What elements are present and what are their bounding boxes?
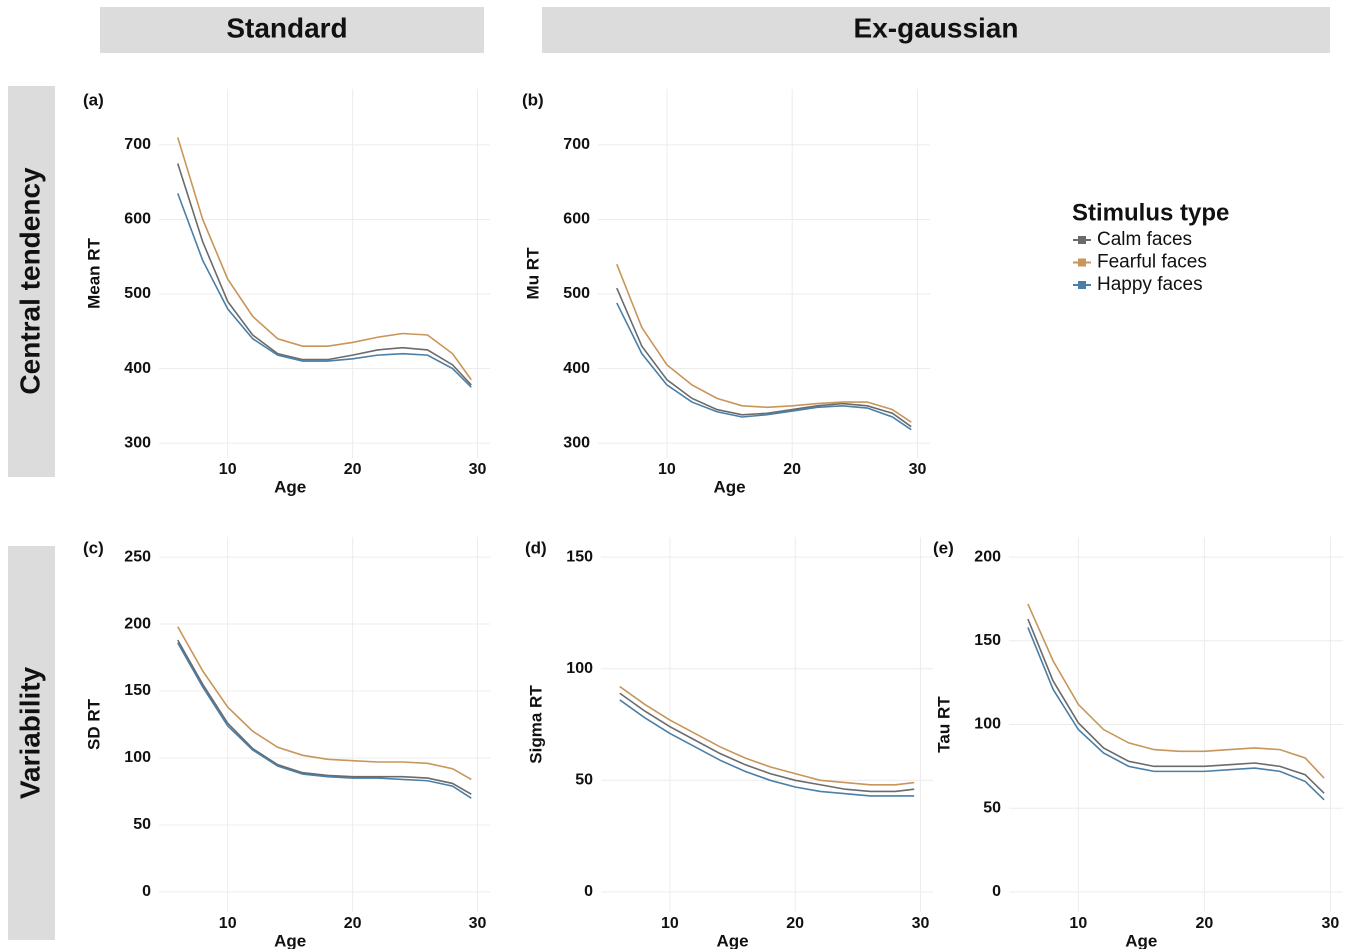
- column-strip-label: Ex-gaussian: [854, 12, 1019, 43]
- y-tick-label: 150: [974, 632, 1001, 649]
- y-tick-label: 500: [563, 285, 590, 302]
- x-tick-label: 10: [661, 915, 679, 932]
- x-tick-label: 10: [1069, 915, 1087, 932]
- series-line: [1027, 627, 1325, 801]
- y-tick-label: 50: [983, 799, 1001, 816]
- y-axis-title: Tau RT: [934, 696, 953, 753]
- y-tick-label: 0: [142, 883, 151, 900]
- x-tick-label: 30: [469, 915, 487, 932]
- y-tick-label: 50: [133, 816, 151, 833]
- x-tick-label: 20: [786, 915, 804, 932]
- series-line: [619, 692, 915, 793]
- y-tick-label: 0: [584, 883, 593, 900]
- panel-label: (a): [83, 90, 104, 109]
- row-strip: [8, 546, 55, 940]
- y-tick-label: 150: [566, 548, 593, 565]
- x-axis-title: Age: [716, 931, 748, 949]
- series-line: [177, 639, 472, 795]
- x-tick-label: 10: [219, 915, 237, 932]
- x-tick-label: 10: [219, 461, 237, 478]
- series-line: [619, 685, 915, 786]
- legend-entry: Fearful faces: [1097, 252, 1207, 273]
- row-strip: [8, 86, 55, 477]
- legend-swatch: [1078, 258, 1086, 267]
- y-axis-title: Mean RT: [84, 237, 103, 308]
- series-line: [619, 699, 915, 797]
- series-line: [177, 626, 472, 781]
- y-tick-label: 0: [992, 883, 1001, 900]
- y-tick-label: 500: [124, 285, 151, 302]
- y-tick-label: 600: [563, 211, 590, 228]
- y-tick-label: 100: [566, 660, 593, 677]
- y-tick-label: 600: [124, 211, 151, 228]
- y-axis-title: Sigma RT: [526, 685, 545, 764]
- y-tick-label: 400: [563, 360, 590, 377]
- x-axis-title: Age: [274, 931, 306, 949]
- column-strip: [100, 7, 484, 53]
- series-line: [1027, 618, 1325, 794]
- y-tick-label: 300: [124, 434, 151, 451]
- y-tick-label: 700: [563, 136, 590, 153]
- series-line: [176, 137, 472, 381]
- y-tick-label: 50: [575, 772, 593, 789]
- series-line: [616, 263, 912, 423]
- x-tick-label: 20: [344, 915, 362, 932]
- panel-label: (d): [525, 538, 547, 557]
- series-line: [616, 287, 912, 428]
- legend-swatch: [1078, 281, 1086, 289]
- panel-label: (c): [83, 538, 104, 557]
- y-tick-label: 100: [974, 716, 1001, 733]
- y-tick-label: 150: [124, 682, 151, 699]
- y-tick-label: 250: [124, 548, 151, 565]
- series-line: [177, 642, 472, 799]
- series-line: [616, 302, 912, 431]
- x-tick-label: 20: [783, 461, 801, 478]
- series-line: [176, 163, 472, 386]
- y-tick-label: 700: [124, 136, 151, 153]
- x-axis-title: Age: [274, 477, 306, 496]
- y-tick-label: 200: [974, 548, 1001, 565]
- legend-entry: Happy faces: [1097, 274, 1203, 295]
- column-strip: [542, 7, 1330, 53]
- x-axis-title: Age: [1125, 931, 1157, 949]
- legend-title: Stimulus type: [1072, 199, 1229, 226]
- legend-entry: Calm faces: [1097, 229, 1192, 250]
- x-tick-label: 10: [658, 461, 676, 478]
- x-tick-label: 30: [1321, 915, 1339, 932]
- row-strip-label: Variability: [14, 666, 45, 799]
- legend-swatch: [1078, 236, 1086, 244]
- x-tick-label: 30: [469, 461, 487, 478]
- y-axis-title: Mu RT: [523, 247, 542, 300]
- y-tick-label: 200: [124, 615, 151, 632]
- series-line: [176, 193, 472, 388]
- y-tick-label: 400: [124, 360, 151, 377]
- x-tick-label: 30: [909, 461, 927, 478]
- x-axis-title: Age: [713, 477, 745, 496]
- x-tick-label: 30: [912, 915, 930, 932]
- series-line: [1027, 603, 1325, 779]
- row-strip-label: Central tendency: [14, 167, 45, 395]
- x-tick-label: 20: [1195, 915, 1213, 932]
- x-tick-label: 20: [344, 461, 362, 478]
- y-tick-label: 100: [124, 749, 151, 766]
- panel-label: (e): [933, 538, 954, 557]
- y-tick-label: 300: [563, 434, 590, 451]
- column-strip-label: Standard: [226, 12, 347, 43]
- panel-label: (b): [522, 90, 544, 109]
- y-axis-title: SD RT: [84, 698, 103, 750]
